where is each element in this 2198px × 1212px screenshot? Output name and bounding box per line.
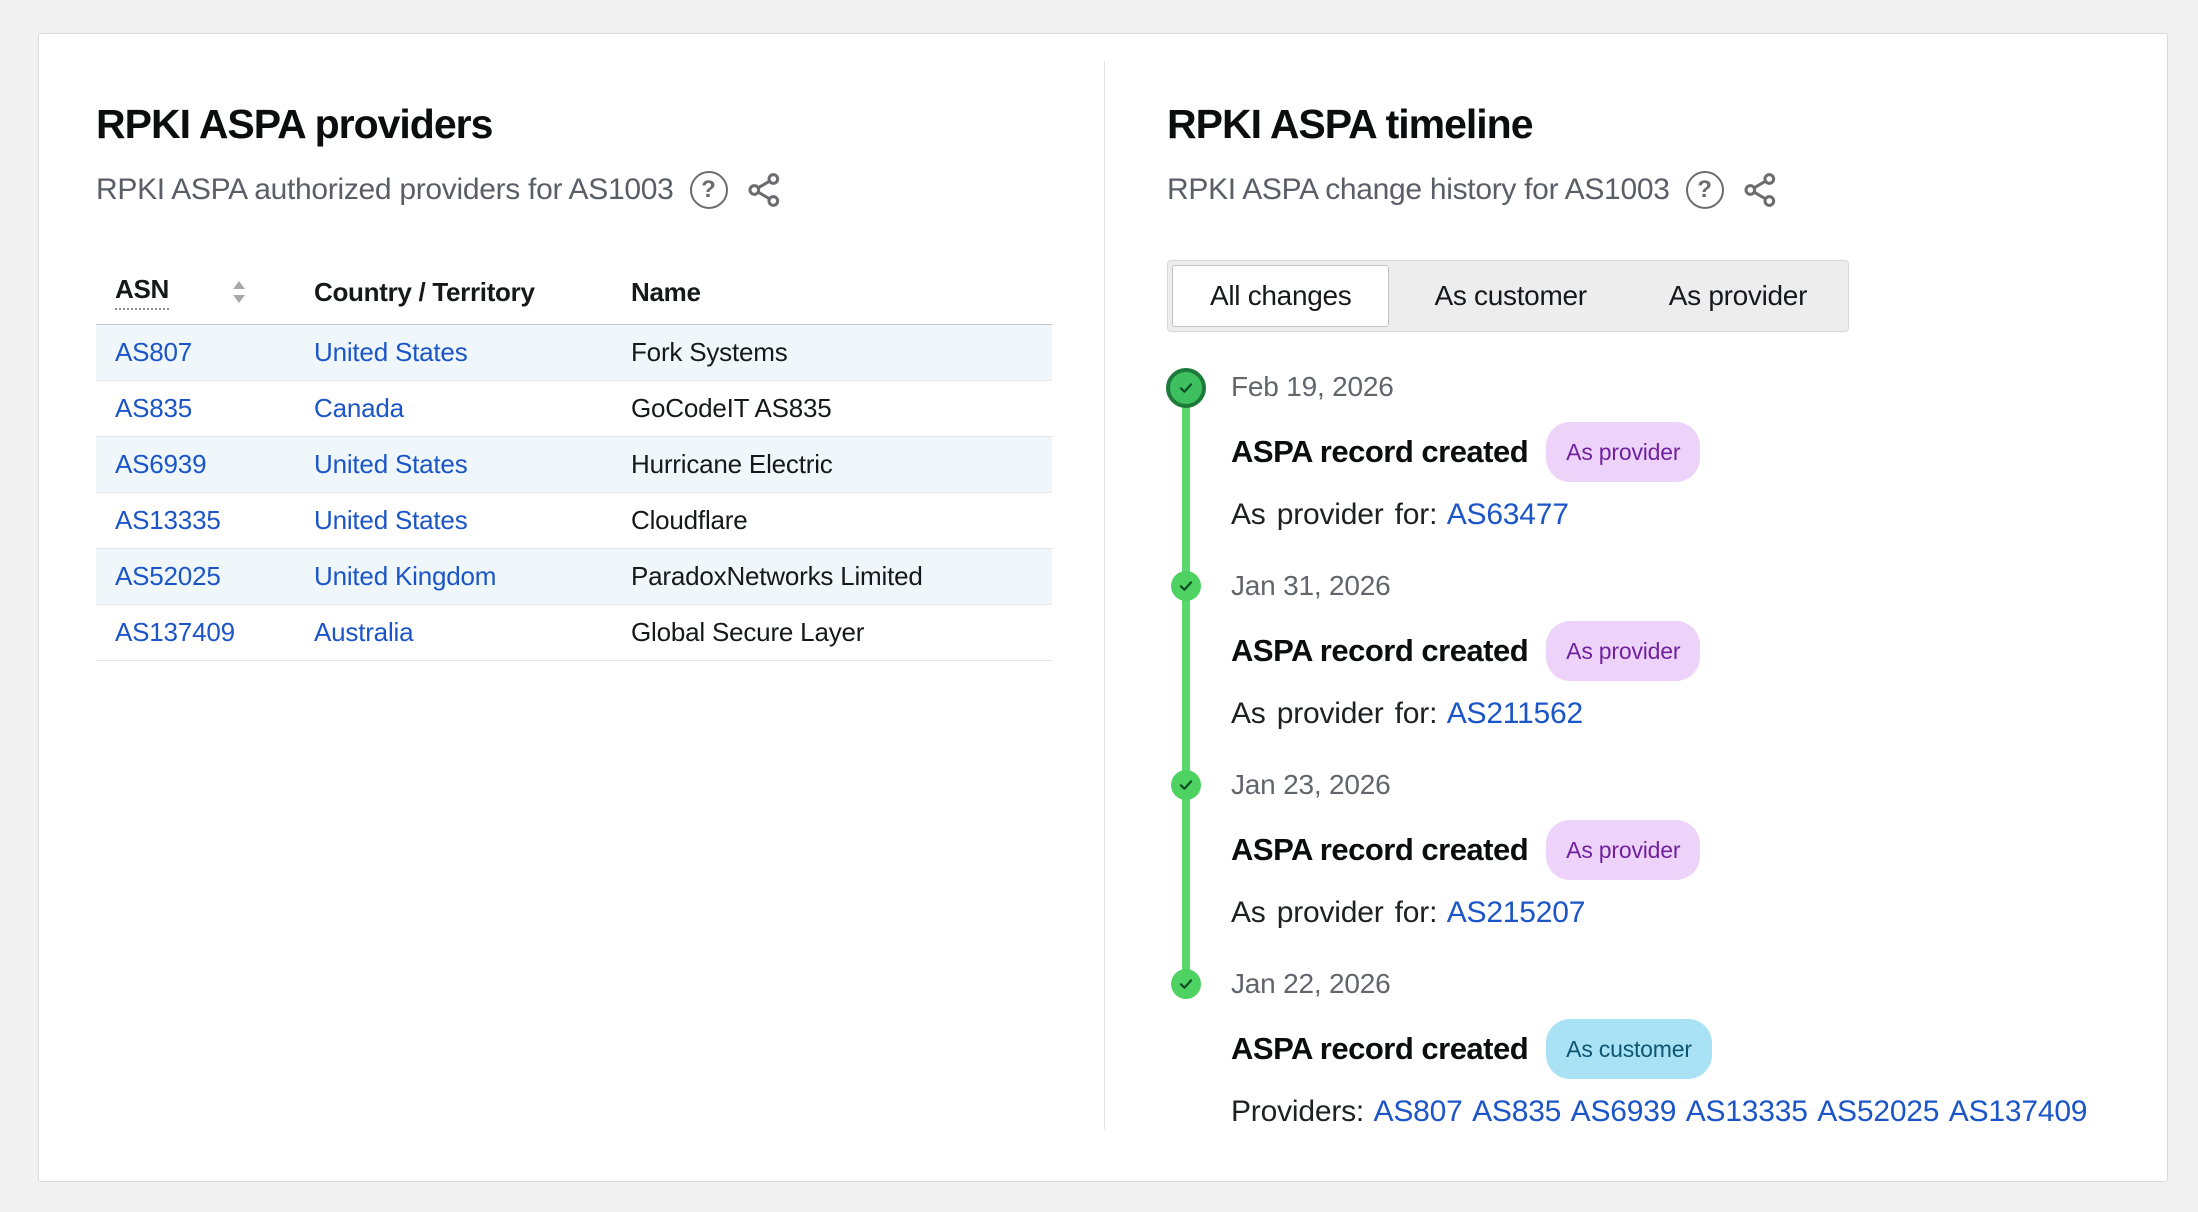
check-circle-icon: [1171, 969, 1201, 999]
asn-link[interactable]: AS13335: [115, 505, 221, 535]
asn-link[interactable]: AS215207: [1446, 896, 1586, 929]
timeline-entry: Feb 19, 2026 ASPA record created As prov…: [1166, 368, 2103, 589]
dashboard-card: RPKI ASPA providers RPKI ASPA authorized…: [38, 33, 2168, 1182]
role-badge: As provider: [1546, 820, 1701, 880]
timeline-entry: Jan 23, 2026 ASPA record created As prov…: [1167, 766, 2103, 987]
table-row: AS6939 United States Hurricane Electric: [96, 436, 1052, 493]
timeline-panel: RPKI ASPA timeline RPKI ASPA change hist…: [1104, 34, 2167, 1181]
provider-name: Hurricane Electric: [631, 449, 833, 479]
provider-name: Global Secure Layer: [631, 617, 865, 647]
role-badge: As provider: [1546, 422, 1701, 482]
table-row: AS52025 United Kingdom ParadoxNetworks L…: [96, 548, 1052, 605]
providers-panel-title: RPKI ASPA providers: [96, 101, 493, 147]
asn-link[interactable]: AS807: [115, 337, 193, 367]
asn-link[interactable]: AS6939: [1570, 1095, 1677, 1128]
providers-panel: RPKI ASPA providers RPKI ASPA authorized…: [39, 34, 1104, 1181]
country-link[interactable]: United States: [314, 505, 468, 535]
country-link[interactable]: Canada: [314, 393, 404, 423]
table-row: AS807 United States Fork Systems: [96, 324, 1052, 381]
help-icon[interactable]: ?: [689, 171, 728, 209]
provider-name: Cloudflare: [631, 505, 748, 535]
providers-table: ASN Country / Territory Name: [96, 264, 1052, 661]
entry-title: ASPA record created: [1231, 633, 1529, 668]
asn-link[interactable]: AS137409: [1948, 1095, 2088, 1128]
share-icon[interactable]: [744, 170, 784, 210]
check-circle-icon: [1171, 571, 1201, 601]
entry-date: Feb 19, 2026: [1231, 371, 1394, 402]
role-badge: As customer: [1546, 1019, 1712, 1079]
table-row: AS835 Canada GoCodeIT AS835: [96, 380, 1052, 437]
tab-as-customer[interactable]: As customer: [1393, 261, 1627, 331]
column-header-name: Name: [612, 264, 1052, 325]
timeline-tabs: All changes As customer As provider: [1167, 260, 1850, 332]
sort-icon[interactable]: [229, 278, 249, 306]
asn-link[interactable]: AS6939: [115, 449, 207, 479]
entry-detail: As provider for: AS215207: [1231, 896, 1586, 929]
timeline-panel-title: RPKI ASPA timeline: [1167, 101, 1534, 147]
provider-name: GoCodeIT AS835: [631, 393, 832, 423]
timeline-entry: Jan 22, 2026 ASPA record created As cust…: [1167, 965, 2103, 1164]
providers-table-body: AS807 United States Fork Systems AS835 C…: [96, 324, 1052, 661]
entry-detail: Providers: AS807 AS835 AS6939 AS13335 AS…: [1231, 1095, 2088, 1128]
table-row: AS137409 Australia Global Secure Layer: [96, 604, 1052, 661]
asn-link[interactable]: AS835: [115, 393, 193, 423]
timeline-entries: Feb 19, 2026 ASPA record created As prov…: [1166, 368, 2103, 1164]
entry-detail: As provider for: AS63477: [1231, 498, 1569, 531]
role-badge: As provider: [1546, 621, 1701, 681]
tab-as-provider[interactable]: As provider: [1628, 261, 1848, 331]
asn-link[interactable]: AS211562: [1446, 697, 1584, 730]
entry-title: ASPA record created: [1231, 434, 1529, 469]
country-link[interactable]: Australia: [314, 617, 414, 647]
asn-link[interactable]: AS13335: [1685, 1095, 1808, 1128]
check-circle-icon: [1171, 770, 1201, 800]
entry-detail: As provider for: AS211562: [1231, 697, 1584, 730]
asn-link[interactable]: AS835: [1472, 1095, 1562, 1128]
entry-title: ASPA record created: [1231, 1031, 1529, 1066]
help-icon[interactable]: ?: [1685, 171, 1724, 209]
asn-link[interactable]: AS137409: [115, 617, 235, 647]
panel-divider: [1104, 61, 1105, 1129]
provider-name: ParadoxNetworks Limited: [631, 561, 923, 591]
asn-link[interactable]: AS52025: [1817, 1095, 1940, 1128]
share-icon[interactable]: [1740, 170, 1780, 210]
timeline-panel-subtitle: RPKI ASPA change history for AS1003: [1167, 173, 1670, 206]
country-link[interactable]: United States: [314, 337, 468, 367]
check-circle-icon: [1166, 368, 1206, 408]
entry-date: Jan 22, 2026: [1231, 968, 1391, 999]
entry-date: Jan 23, 2026: [1231, 769, 1391, 800]
column-header-country: Country / Territory: [295, 264, 612, 325]
asn-link[interactable]: AS63477: [1446, 498, 1569, 531]
asn-link[interactable]: AS807: [1373, 1095, 1463, 1128]
tab-all-changes[interactable]: All changes: [1172, 265, 1390, 327]
country-link[interactable]: United States: [314, 449, 468, 479]
entry-title: ASPA record created: [1231, 832, 1529, 867]
country-link[interactable]: United Kingdom: [314, 561, 497, 591]
column-header-asn[interactable]: ASN: [96, 264, 295, 325]
timeline-entry: Jan 31, 2026 ASPA record created As prov…: [1167, 567, 2103, 788]
providers-panel-subtitle: RPKI ASPA authorized providers for AS100…: [96, 173, 674, 206]
table-row: AS13335 United States Cloudflare: [96, 492, 1052, 549]
entry-date: Jan 31, 2026: [1231, 570, 1391, 601]
asn-link[interactable]: AS52025: [115, 561, 221, 591]
provider-name: Fork Systems: [631, 337, 788, 367]
